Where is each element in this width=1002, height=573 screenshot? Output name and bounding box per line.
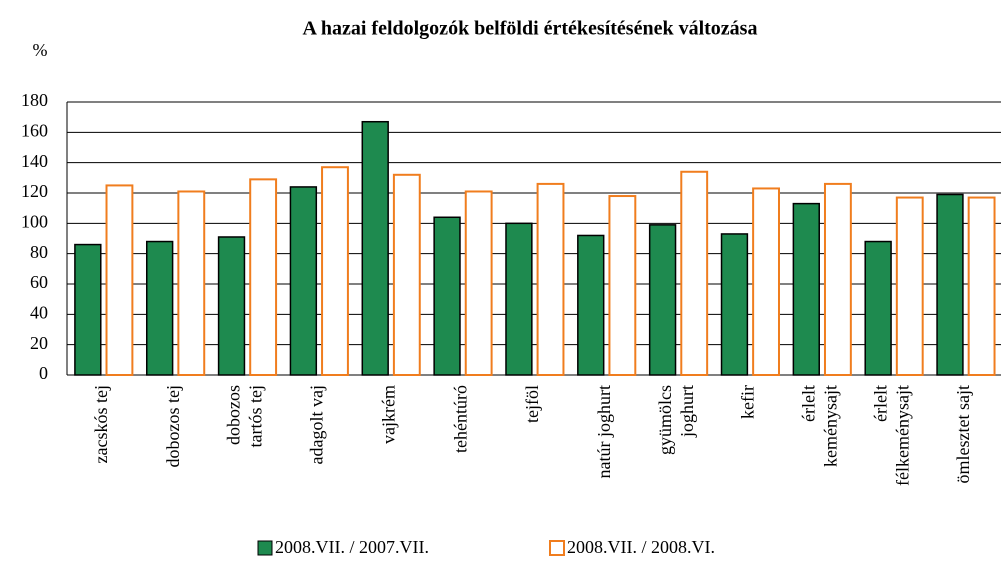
bar — [864, 240, 892, 376]
y-tick-label: 180 — [21, 90, 48, 110]
x-tick-label: vajkrém — [378, 385, 398, 444]
x-tick-label: ömlesztet sajt — [953, 385, 973, 483]
bar — [967, 196, 996, 376]
bar — [74, 243, 102, 376]
bar — [680, 170, 709, 376]
y-tick-label: 40 — [30, 302, 48, 322]
x-tick-label: érlelt — [870, 385, 890, 422]
bar — [792, 202, 820, 376]
bar — [392, 173, 421, 376]
x-tick-label: dobozos — [224, 385, 244, 445]
bar — [145, 240, 174, 376]
x-tick-label: félkeménysajt — [892, 385, 912, 486]
x-tick-label: natúr joghurt — [594, 385, 614, 478]
bar — [289, 186, 318, 376]
bar — [505, 222, 533, 376]
y-tick-label: 20 — [30, 333, 48, 353]
x-tick-label: zacskós tej — [91, 385, 111, 463]
y-tick-label: 80 — [30, 242, 48, 262]
x-tick-label: tartós tej — [246, 385, 266, 447]
bar — [648, 224, 677, 376]
bar — [249, 178, 278, 376]
bar — [321, 166, 349, 376]
y-tick-label: 140 — [21, 151, 48, 171]
bar — [823, 182, 852, 376]
bar — [752, 187, 780, 376]
x-tick-label: tehéntúró — [450, 385, 470, 453]
bar — [936, 193, 964, 376]
bar — [217, 236, 246, 376]
bar — [433, 216, 461, 376]
x-tick-label: érlelt — [799, 385, 819, 422]
y-tick-label: 60 — [30, 272, 48, 292]
legend-label: 2008.VII. / 2008.VI. — [567, 537, 715, 557]
x-tick-label: kefir — [738, 385, 758, 419]
x-tick-label: adagolt vaj — [307, 385, 327, 464]
bar — [895, 196, 924, 376]
x-tick-label: tejföl — [522, 385, 542, 423]
y-tick-label: 100 — [21, 211, 48, 231]
legend-swatch — [549, 540, 565, 556]
bar — [464, 190, 493, 376]
x-tick-label: joghurt — [677, 385, 697, 438]
y-tick-label: 0 — [39, 363, 48, 383]
bar — [361, 120, 389, 376]
x-tick-label: keménysajt — [821, 385, 841, 467]
y-axis-label: % — [33, 40, 48, 60]
x-tick-label: gyümölcs — [655, 385, 675, 455]
y-tick-label: 160 — [21, 120, 48, 140]
legend-swatch — [257, 540, 273, 556]
bar — [105, 184, 134, 376]
bar — [536, 182, 565, 376]
x-tick-label: dobozos tej — [163, 385, 183, 468]
bar — [608, 195, 637, 376]
bar — [177, 190, 206, 376]
chart-title: A hazai feldolgozók belföldi értékesítés… — [303, 18, 758, 40]
y-tick-label: 120 — [21, 181, 48, 201]
bar — [577, 234, 605, 376]
legend-label: 2008.VII. / 2007.VII. — [275, 537, 429, 557]
bar — [720, 233, 749, 376]
